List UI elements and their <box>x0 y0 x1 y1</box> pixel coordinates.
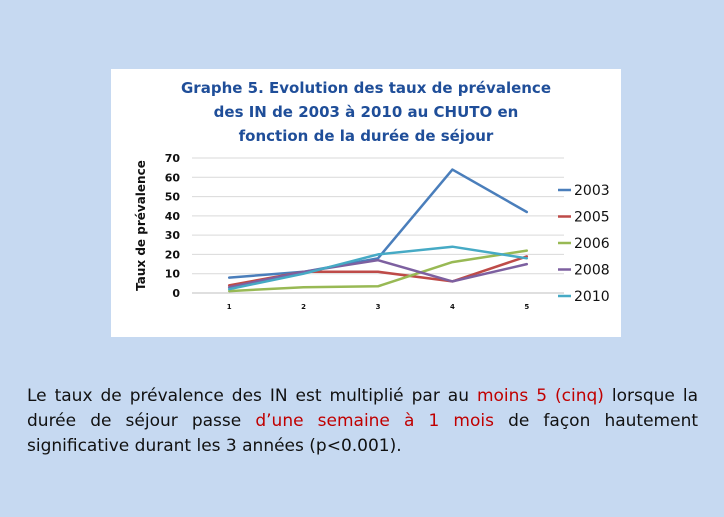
caption-paragraph: Le taux de prévalence des IN est multipl… <box>27 384 698 459</box>
x-tick-label: 5 <box>524 303 529 311</box>
chart-title-line-2: des IN de 2003 à 2010 au CHUTO en <box>213 103 519 121</box>
y-tick-label: 50 <box>165 191 181 204</box>
x-tick-label: 4 <box>450 303 455 311</box>
y-tick-label: 30 <box>165 229 181 242</box>
series-line-2008 <box>227 258 529 289</box>
caption-text-1: Le taux de prévalence des IN est multipl… <box>27 386 477 406</box>
x-tick-label: 2 <box>301 303 306 311</box>
x-tick-label: 3 <box>376 303 381 311</box>
series-line-2006 <box>227 249 529 293</box>
y-tick-label: 20 <box>165 248 181 261</box>
legend-label-2010: 2010 <box>574 289 610 305</box>
series-line-2010 <box>227 245 529 291</box>
y-tick-label: 60 <box>165 171 181 184</box>
legend-label-2008: 2008 <box>574 263 610 279</box>
y-tick-label: 10 <box>165 268 181 281</box>
series-line-2003 <box>227 168 529 279</box>
line-chart: 0 10 20 30 40 50 60 70 1 2 3 4 5 Taux de prévalence 20… <box>134 152 610 311</box>
caption-highlight-1: moins 5 (cinq) <box>476 386 604 406</box>
caption-text-2: lorsque la durée de séjour passe <box>27 386 698 431</box>
legend-label-2003: 2003 <box>574 183 610 199</box>
caption-text-3: de façon hautement significative durant … <box>27 411 699 456</box>
y-tick-label: 40 <box>165 210 181 223</box>
chart-card: Graphe 5. Evolution des taux de prévalen… <box>111 69 621 337</box>
x-tick-label: 1 <box>227 303 232 311</box>
caption-highlight-2: d’une semaine à 1 mois <box>255 411 494 431</box>
y-tick-label: 70 <box>165 152 181 165</box>
chart-title-line-3: fonction de la durée de séjour <box>238 127 494 145</box>
legend-label-2006: 2006 <box>574 236 610 252</box>
y-tick-label: 0 <box>172 287 180 300</box>
y-axis-label: Taux de prévalence <box>134 160 148 291</box>
chart-title-line-1: Graphe 5. Evolution des taux de prévalen… <box>181 79 551 97</box>
legend-label-2005: 2005 <box>574 210 610 226</box>
